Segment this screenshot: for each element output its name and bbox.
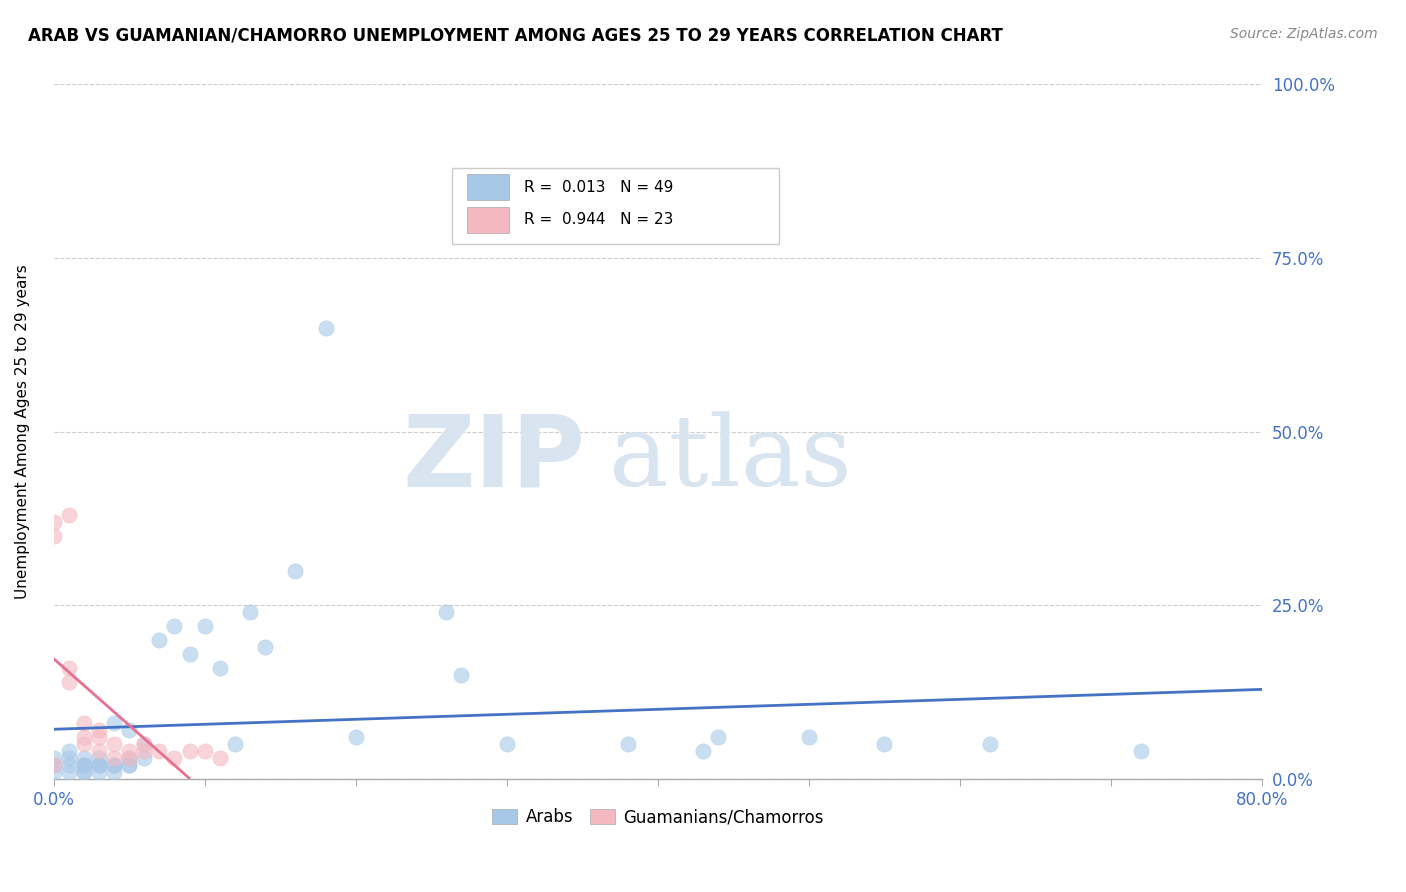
Point: [692, 744, 714, 758]
Point: [434, 605, 457, 619]
Point: [979, 737, 1001, 751]
Point: [87, 764, 110, 779]
Point: [42, 764, 65, 779]
Point: [224, 737, 246, 751]
Text: ARAB VS GUAMANIAN/CHAMORRO UNEMPLOYMENT AMONG AGES 25 TO 29 YEARS CORRELATION CH: ARAB VS GUAMANIAN/CHAMORRO UNEMPLOYMENT …: [28, 27, 1002, 45]
Point: [179, 647, 201, 661]
Point: [797, 731, 820, 745]
Point: [58, 751, 80, 765]
Point: [616, 737, 638, 751]
Point: [163, 619, 186, 633]
Point: [87, 723, 110, 738]
Point: [73, 758, 96, 772]
Point: [87, 758, 110, 772]
Point: [208, 751, 231, 765]
Point: [73, 764, 96, 779]
Point: [873, 737, 896, 751]
Point: [134, 737, 156, 751]
Point: [87, 744, 110, 758]
Point: [194, 619, 217, 633]
Point: [87, 758, 110, 772]
Point: [1130, 744, 1153, 758]
Point: [707, 731, 730, 745]
Point: [87, 758, 110, 772]
Bar: [467, 174, 509, 201]
Point: [58, 661, 80, 675]
Point: [58, 508, 80, 522]
Point: [103, 758, 125, 772]
Point: [118, 751, 141, 765]
Point: [239, 605, 262, 619]
Point: [58, 758, 80, 772]
Point: [103, 737, 125, 751]
Point: [344, 731, 367, 745]
Point: [315, 320, 337, 334]
Point: [284, 564, 307, 578]
Point: [73, 764, 96, 779]
Point: [42, 758, 65, 772]
Point: [58, 764, 80, 779]
Point: [103, 764, 125, 779]
Point: [73, 716, 96, 731]
Text: ZIP: ZIP: [402, 411, 585, 508]
Legend: Arabs, Guamanians/Chamorros: Arabs, Guamanians/Chamorros: [485, 802, 830, 833]
Text: R =  0.944   N = 23: R = 0.944 N = 23: [523, 212, 673, 227]
Point: [118, 723, 141, 738]
Text: R =  0.013   N = 49: R = 0.013 N = 49: [523, 179, 673, 194]
Point: [42, 758, 65, 772]
Point: [73, 751, 96, 765]
Text: Source: ZipAtlas.com: Source: ZipAtlas.com: [1230, 27, 1378, 41]
Y-axis label: Unemployment Among Ages 25 to 29 years: Unemployment Among Ages 25 to 29 years: [15, 264, 30, 599]
Point: [254, 640, 277, 654]
Point: [148, 633, 170, 648]
Point: [495, 737, 517, 751]
Point: [118, 744, 141, 758]
Point: [134, 744, 156, 758]
Point: [103, 716, 125, 731]
Point: [42, 751, 65, 765]
Point: [450, 667, 472, 681]
FancyBboxPatch shape: [453, 168, 779, 244]
Bar: [467, 207, 509, 233]
Point: [42, 515, 65, 529]
Point: [194, 744, 217, 758]
Point: [87, 731, 110, 745]
Point: [118, 758, 141, 772]
Point: [134, 751, 156, 765]
Text: atlas: atlas: [609, 411, 852, 508]
Point: [179, 744, 201, 758]
Point: [118, 751, 141, 765]
Point: [87, 751, 110, 765]
Point: [73, 737, 96, 751]
Point: [58, 674, 80, 689]
Point: [73, 731, 96, 745]
Point: [42, 529, 65, 543]
Point: [73, 758, 96, 772]
Point: [163, 751, 186, 765]
Point: [134, 737, 156, 751]
Point: [58, 744, 80, 758]
Point: [103, 751, 125, 765]
Point: [148, 744, 170, 758]
Point: [208, 661, 231, 675]
Point: [73, 758, 96, 772]
Point: [118, 758, 141, 772]
Point: [103, 758, 125, 772]
